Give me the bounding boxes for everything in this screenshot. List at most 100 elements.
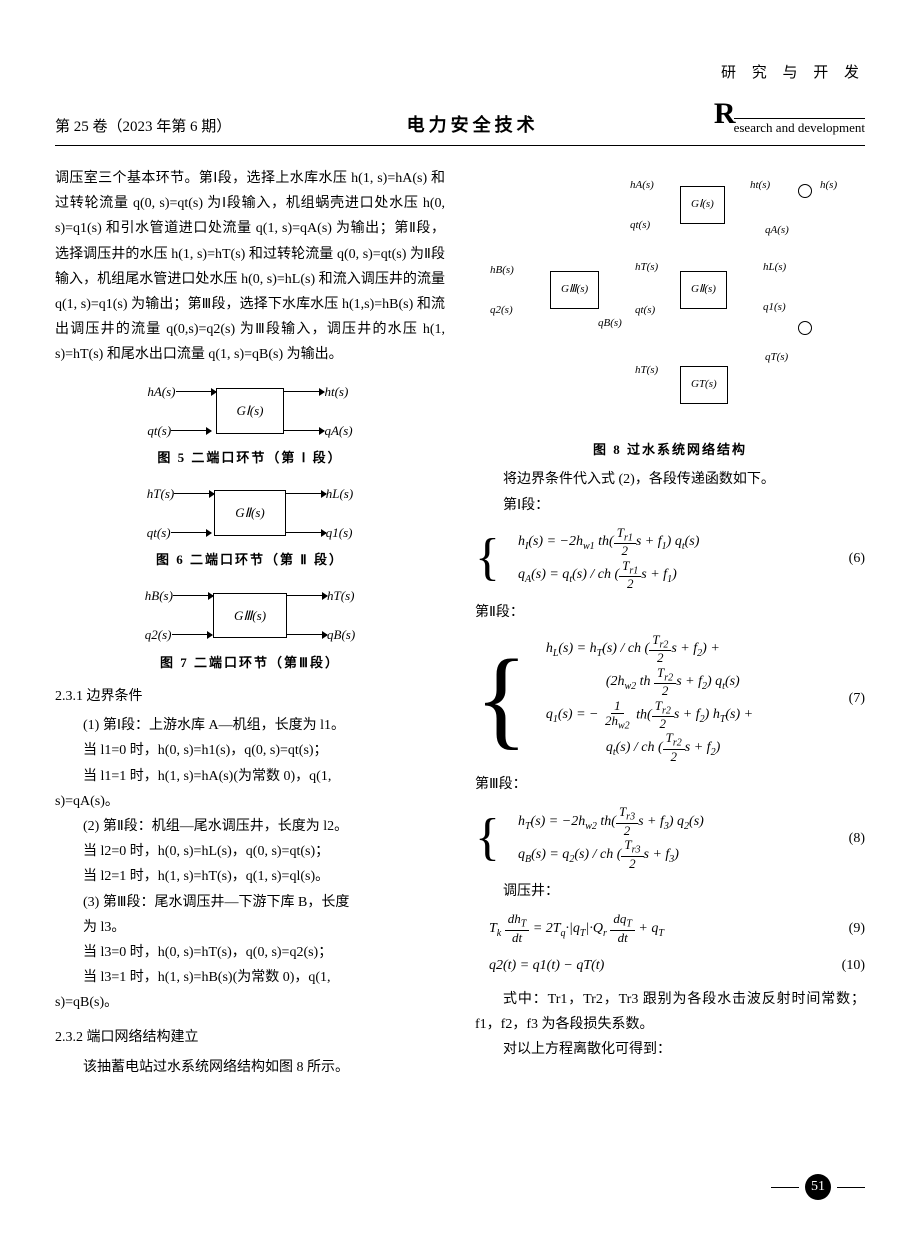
fig6-out2: q1(s)	[326, 521, 353, 544]
page-number-value: 51	[805, 1174, 831, 1200]
sec-231-title: 2.3.1 边界条件	[55, 684, 445, 709]
eq10-body: q2(t) = q1(t) − qT(t)	[475, 953, 842, 978]
equation-10: q2(t) = q1(t) − qT(t) (10)	[475, 953, 865, 978]
seg3-label: 第Ⅲ段：	[475, 772, 865, 797]
seg1-label: 第Ⅰ段：	[475, 493, 865, 518]
fig6-block: GⅡ(s)	[214, 490, 286, 535]
eq7-line2: (2hw2 th Tr22s + f2) qt(s)	[546, 666, 849, 699]
fig5-out1: ht(s)	[324, 380, 348, 403]
eq6-no: (6)	[849, 546, 865, 571]
surge-label: 调压井：	[475, 879, 865, 904]
page-header: 第 25 卷（2023 年第 6 期） 电力安全技术 研 究 与 开 发 Res…	[55, 60, 865, 146]
volume-issue: 第 25 卷（2023 年第 6 期）	[55, 114, 231, 141]
lbl-q2: q2(s)	[490, 301, 513, 321]
bc1-l3: 当 l1=1 时，h(1, s)=hA(s)(为常数 0)，q(1,	[83, 764, 445, 789]
lbl-ht2: hT(s)	[635, 258, 658, 278]
eq8-no: (8)	[849, 826, 865, 851]
net-box-g1: GⅠ(s)	[680, 186, 725, 224]
note-2: 对以上方程离散化可得到：	[475, 1037, 865, 1062]
section-en-wrap: Research and development	[714, 87, 865, 141]
eq6-line2: qA(s) = qt(s) / ch (Tr12s + f1)	[518, 559, 849, 592]
sum-node-2	[798, 321, 812, 335]
r-intro: 将边界条件代入式 (2)，各段传递函数如下。	[475, 467, 865, 492]
bc3-l4: 当 l3=1 时，h(1, s)=hB(s)(为常数 0)，q(1,	[83, 965, 445, 990]
fig7-in1: hB(s)	[145, 584, 173, 607]
section-en: esearch and development	[734, 118, 865, 135]
page-number: 51	[771, 1174, 865, 1200]
lbl-qt3: qT(s)	[765, 348, 788, 368]
bc1-l4: s)=qA(s)。	[55, 789, 445, 814]
sec-232-title: 2.3.2 端口网络结构建立	[55, 1025, 445, 1050]
eq9-no: (9)	[849, 916, 865, 941]
page-dash-left	[771, 1187, 799, 1188]
figure-7: hB(s) q2(s) GⅢ(s) hT(s) qB(s) 图 7 二端口环节（…	[55, 584, 445, 674]
fig5-in1: hA(s)	[147, 380, 175, 403]
equation-9: Tk dhTdt = 2Tq·|qT|·Qr dqTdt + qT (9)	[475, 912, 865, 945]
lbl-hl: hL(s)	[763, 258, 786, 278]
lbl-qt: qt(s)	[630, 216, 650, 236]
bc2-l1: (2) 第Ⅱ段：机组—尾水调压井，长度为 l2。	[83, 814, 445, 839]
fig5-in2: qt(s)	[147, 419, 171, 442]
net-box-g2: GⅡ(s)	[680, 271, 727, 309]
fig5-caption: 图 5 二端口环节（第 Ⅰ 段）	[55, 446, 445, 469]
left-column: 调压室三个基本环节。第Ⅰ段，选择上水库水压 h(1, s)=hA(s) 和过转轮…	[55, 166, 445, 1080]
fig6-caption: 图 6 二端口环节（第 Ⅱ 段）	[55, 548, 445, 571]
bc3-l5: s)=qB(s)。	[55, 990, 445, 1015]
net-box-g3: GⅢ(s)	[550, 271, 599, 309]
fig7-out1: hT(s)	[327, 584, 354, 607]
fig7-caption: 图 7 二端口环节（第Ⅲ段）	[55, 651, 445, 674]
eq7-line1: hL(s) = hT(s) / ch (Tr22s + f2) +	[546, 633, 849, 666]
fig5-diagram: hA(s) qt(s) GⅠ(s) ht(s) qA(s)	[55, 380, 445, 443]
bc1-l1: (1) 第Ⅰ段：上游水库 A—机组，长度为 l1。	[83, 713, 445, 738]
net-box-gt: GT(s)	[680, 366, 728, 404]
sum-node-1	[798, 184, 812, 198]
lbl-ht: ht(s)	[750, 176, 770, 196]
intro-paragraph: 调压室三个基本环节。第Ⅰ段，选择上水库水压 h(1, s)=hA(s) 和过转轮…	[55, 166, 445, 368]
lbl-q1: q1(s)	[763, 298, 786, 318]
big-r-letter: R	[714, 87, 736, 141]
fig7-out2: qB(s)	[327, 623, 355, 646]
seg2-label: 第Ⅱ段：	[475, 600, 865, 625]
lbl-ht3: hT(s)	[635, 361, 658, 381]
bc3-l1: (3) 第Ⅲ段：尾水调压井—下游下库 B，长度	[83, 890, 445, 915]
fig7-in2: q2(s)	[145, 623, 172, 646]
lbl-ha: hA(s)	[630, 176, 654, 196]
fig6-in2: qt(s)	[147, 521, 171, 544]
fig5-out2: qA(s)	[324, 419, 352, 442]
fig7-diagram: hB(s) q2(s) GⅢ(s) hT(s) qB(s)	[55, 584, 445, 647]
eq10-no: (10)	[842, 953, 865, 978]
fig5-block: GⅠ(s)	[216, 388, 285, 433]
equation-7: { hL(s) = hT(s) / ch (Tr22s + f2) + (2hw…	[475, 633, 865, 765]
eq7-no: (7)	[849, 686, 865, 711]
eq8-line2: qB(s) = q2(s) / ch (Tr32s + f3)	[518, 838, 849, 871]
two-column-content: 调压室三个基本环节。第Ⅰ段，选择上水库水压 h(1, s)=hA(s) 和过转轮…	[55, 166, 865, 1080]
journal-title: 电力安全技术	[407, 109, 539, 141]
figure-6: hT(s) qt(s) GⅡ(s) hL(s) q1(s) 图 6 二端口环节（…	[55, 482, 445, 572]
lbl-h: h(s)	[820, 176, 837, 196]
figure-5: hA(s) qt(s) GⅠ(s) ht(s) qA(s) 图 5 二端口环节（…	[55, 380, 445, 470]
lbl-qb: qB(s)	[598, 314, 622, 334]
bc1-l2: 当 l1=0 时，h(0, s)=h1(s)，q(0, s)=qt(s)；	[83, 738, 445, 763]
note-1: 式中：Tr1，Tr2，Tr3 跟别为各段水击波反射时间常数；f1，f2，f3 为…	[475, 987, 865, 1037]
equation-6: { hI(s) = −2hw1 th(Tr12s + f1) qt(s) qA(…	[475, 526, 865, 592]
eq7-line4: qt(s) / ch (Tr22s + f2)	[546, 731, 849, 764]
lbl-qt2: qt(s)	[635, 301, 655, 321]
figure-8-diagram: GⅠ(s) GⅡ(s) GⅢ(s) GT(s) hA(s) qt(s) ht(s…	[490, 166, 850, 426]
fig7-block: GⅢ(s)	[213, 593, 287, 638]
right-column: GⅠ(s) GⅡ(s) GⅢ(s) GT(s) hA(s) qt(s) ht(s…	[475, 166, 865, 1080]
bc2-l3: 当 l2=1 时，h(1, s)=hT(s)，q(1, s)=ql(s)。	[83, 864, 445, 889]
fig6-out1: hL(s)	[326, 482, 353, 505]
fig6-diagram: hT(s) qt(s) GⅡ(s) hL(s) q1(s)	[55, 482, 445, 545]
section-cn: 研 究 与 开 发	[714, 60, 865, 87]
bc3-l3: 当 l3=0 时，h(0, s)=hT(s)，q(0, s)=q2(s)；	[83, 940, 445, 965]
bc3-l2: 为 l3。	[83, 915, 445, 940]
bc2-l2: 当 l2=0 时，h(0, s)=hL(s)，q(0, s)=qt(s)；	[83, 839, 445, 864]
figure-8: 图 8 过水系统网络结构	[475, 438, 865, 461]
eq7-line3: q1(s) = − 12hw2 th(Tr22s + f2) hT(s) +	[546, 699, 849, 732]
eq8-line1: hT(s) = −2hw2 th(Tr32s + f3) q2(s)	[518, 805, 849, 838]
lbl-hb: hB(s)	[490, 261, 514, 281]
sec-232-para: 该抽蓄电站过水系统网络结构如图 8 所示。	[55, 1055, 445, 1080]
equation-8: { hT(s) = −2hw2 th(Tr32s + f3) q2(s) qB(…	[475, 805, 865, 871]
eq9-body: Tk dhTdt = 2Tq·|qT|·Qr dqTdt + qT	[475, 912, 849, 945]
eq6-line1: hI(s) = −2hw1 th(Tr12s + f1) qt(s)	[518, 526, 849, 559]
